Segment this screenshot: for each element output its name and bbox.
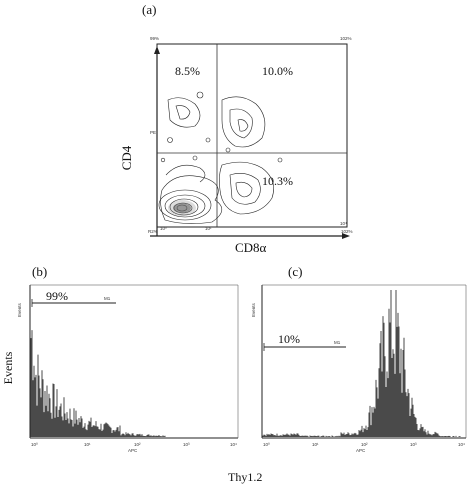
panel-b-gate-percent: 99% xyxy=(46,289,68,303)
svg-text:102%: 102% xyxy=(341,229,353,234)
svg-text:10⁴: 10⁴ xyxy=(458,442,465,447)
svg-text:102%: 102% xyxy=(340,36,352,41)
shared-x-axis-label: Thy1.2 xyxy=(228,470,262,484)
svg-text:99%: 99% xyxy=(150,36,159,41)
svg-text:Events: Events xyxy=(251,302,256,317)
quadrant-lower-right-percent: 10.3% xyxy=(262,174,293,188)
panel-a-x-arrow xyxy=(342,233,350,239)
svg-text:10¹: 10¹ xyxy=(312,442,319,447)
svg-text:10⁰: 10⁰ xyxy=(160,226,167,231)
svg-text:10⁰: 10⁰ xyxy=(263,442,270,447)
svg-text:Events: Events xyxy=(17,302,22,317)
svg-text:10²: 10² xyxy=(361,442,368,447)
svg-text:10⁴: 10⁴ xyxy=(340,221,347,226)
svg-text:10¹: 10¹ xyxy=(205,226,212,231)
panel-b-histogram xyxy=(30,330,166,437)
panel-b-label: (b) xyxy=(32,264,47,279)
svg-text:PE: PE xyxy=(150,130,156,135)
svg-text:M1: M1 xyxy=(104,296,111,301)
quadrant-upper-right-percent: 10.0% xyxy=(262,64,293,78)
panel-a: (a) 99% 102% R2% 102% 10⁰ 10¹ 10⁴ PE xyxy=(119,2,353,255)
svg-text:10³: 10³ xyxy=(183,442,190,447)
panel-a-contour-fill xyxy=(168,200,196,216)
svg-text:M1: M1 xyxy=(334,340,341,345)
panel-c-histogram xyxy=(262,290,461,437)
svg-text:10¹: 10¹ xyxy=(84,442,91,447)
svg-text:10⁰: 10⁰ xyxy=(31,442,38,447)
svg-text:R2%: R2% xyxy=(148,229,158,234)
panel-a-y-axis-label: CD4 xyxy=(119,145,134,170)
svg-text:10²: 10² xyxy=(134,442,141,447)
panel-a-plot-frame xyxy=(156,43,348,228)
quadrant-upper-left-percent: 8.5% xyxy=(175,64,200,78)
panel-c-gate-percent: 10% xyxy=(278,332,300,346)
panel-c: (c) M1 10% Events 10⁰ 10¹ 10² 10³ 10⁴ AP… xyxy=(251,264,467,453)
svg-text:APC: APC xyxy=(356,448,366,453)
panel-b-y-axis-label: Events xyxy=(1,351,15,384)
svg-text:10⁴: 10⁴ xyxy=(230,442,237,447)
svg-text:APC: APC xyxy=(128,448,138,453)
panel-a-label: (a) xyxy=(142,2,156,17)
svg-text:10³: 10³ xyxy=(410,442,417,447)
panel-a-x-axis-label: CD8α xyxy=(235,240,267,255)
panel-c-label: (c) xyxy=(288,264,302,279)
panel-b: (b) M1 99% Events 10⁰ 10¹ 10² 10³ 10⁴ AP… xyxy=(1,264,239,453)
